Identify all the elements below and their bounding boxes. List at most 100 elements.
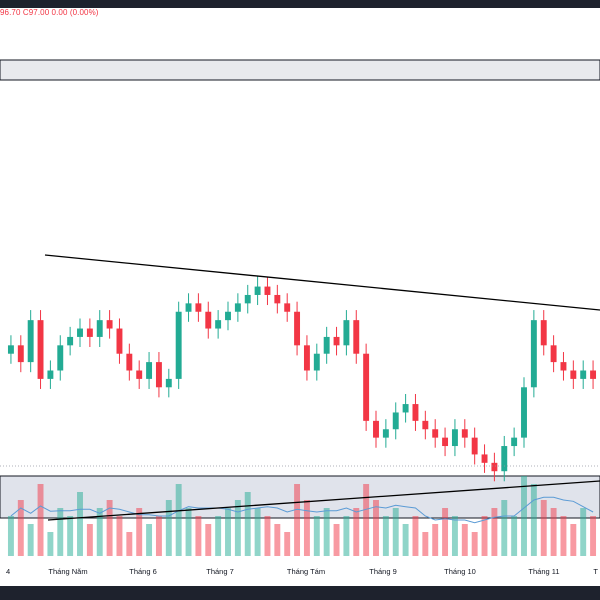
volume-bar [432, 524, 439, 556]
volume-bar [47, 532, 54, 556]
candle-body[interactable] [461, 429, 468, 438]
candle-body[interactable] [294, 311, 301, 346]
candle-body[interactable] [471, 437, 478, 455]
candle-body[interactable] [590, 370, 597, 379]
volume-bar [323, 508, 330, 556]
descending-trendline[interactable] [44, 254, 600, 311]
candle-body[interactable] [17, 345, 24, 363]
candle-body[interactable] [363, 353, 370, 421]
candle-body[interactable] [481, 454, 488, 463]
volume-bar [116, 516, 123, 556]
candle-body[interactable] [86, 328, 93, 337]
candle-body[interactable] [185, 303, 192, 312]
volume-bar [27, 524, 34, 556]
candle-body[interactable] [442, 437, 449, 447]
candle-body[interactable] [521, 387, 527, 438]
volume-bar [590, 516, 597, 556]
candle-body[interactable] [422, 420, 429, 430]
volume-bar [234, 500, 241, 556]
candle-body[interactable] [560, 362, 567, 371]
candle-body[interactable] [580, 370, 587, 379]
candle-body[interactable] [333, 336, 340, 346]
candle-body[interactable] [353, 320, 360, 354]
candle-body[interactable] [225, 311, 231, 321]
candle-body[interactable] [432, 429, 439, 438]
candle-body[interactable] [550, 345, 557, 363]
candle-body[interactable] [7, 345, 14, 354]
ascending-trendline[interactable] [47, 480, 600, 521]
volume-bar [471, 532, 478, 556]
ohlc-readout: 96.70 C97.00 0.00 (0.00%) [0, 8, 99, 17]
candle-body[interactable] [165, 378, 172, 388]
candle-body[interactable] [155, 362, 162, 388]
candle-body[interactable] [96, 320, 103, 337]
volume-bar [303, 500, 310, 556]
candle-body[interactable] [215, 320, 222, 329]
volume-bar [175, 484, 182, 556]
volume-bar [106, 500, 113, 556]
volume-bar [274, 524, 281, 556]
candle-body[interactable] [57, 345, 64, 371]
volume-bar [570, 524, 577, 556]
candle-body[interactable] [540, 320, 547, 346]
x-tick-label: Tháng Tám [287, 567, 325, 576]
volume-bar [205, 524, 212, 556]
volume-bar [491, 508, 498, 556]
candle-body[interactable] [530, 320, 537, 388]
candle-body[interactable] [106, 320, 113, 329]
candle-body[interactable] [195, 303, 202, 312]
top-bar [0, 0, 600, 8]
candle-body[interactable] [284, 303, 291, 312]
volume-bar [215, 516, 222, 556]
volume-bar [86, 524, 93, 556]
volume-bar [294, 484, 301, 556]
candle-body[interactable] [570, 370, 577, 379]
volume-bar [195, 516, 202, 556]
candle-body[interactable] [234, 303, 241, 312]
candle-body[interactable] [382, 429, 389, 438]
candle-body[interactable] [116, 328, 123, 354]
candle-body[interactable] [373, 420, 379, 438]
candle-body[interactable] [146, 362, 153, 379]
candle-body[interactable] [244, 294, 251, 304]
candle-body[interactable] [136, 370, 143, 379]
candle-body[interactable] [501, 446, 508, 472]
volume-bar [254, 508, 261, 556]
volume-bar [442, 508, 449, 556]
candle-body[interactable] [126, 353, 133, 371]
candle-body[interactable] [47, 370, 54, 379]
candle-body[interactable] [511, 437, 518, 447]
candle-body[interactable] [67, 336, 74, 346]
chart-pane[interactable]: 4 Tháng Năm Tháng 6 Tháng 7 Tháng Tám Tháng 9… [0, 8, 600, 586]
volume-bar [363, 484, 370, 556]
volume-bar [511, 516, 518, 556]
candle-body[interactable] [412, 404, 419, 421]
volume-bar [136, 508, 143, 556]
candle-body[interactable] [27, 320, 34, 363]
volume-bar [461, 524, 468, 556]
candle-body[interactable] [313, 353, 320, 371]
volume-bar [412, 516, 419, 556]
candle-body[interactable] [205, 311, 212, 329]
candle-body[interactable] [323, 336, 330, 354]
candle-body[interactable] [274, 294, 281, 304]
candle-body[interactable] [303, 345, 310, 371]
x-tick-label: Tháng 6 [129, 567, 157, 576]
candle-body[interactable] [491, 462, 498, 472]
chart-canvas[interactable]: 4 Tháng Năm Tháng 6 Tháng 7 Tháng Tám Tháng 9… [0, 8, 600, 586]
candle-body[interactable] [392, 412, 399, 430]
candle-body[interactable] [77, 328, 83, 337]
resistance-zone [0, 59, 600, 81]
volume-bar [451, 516, 458, 556]
candle-body[interactable] [264, 286, 271, 295]
candle-body[interactable] [451, 429, 458, 447]
bottom-bar [0, 586, 600, 600]
volume-bar [422, 532, 429, 556]
volume-bar [481, 516, 488, 556]
candle-body[interactable] [175, 311, 182, 379]
candle-body[interactable] [254, 286, 261, 295]
candle-body[interactable] [37, 320, 44, 379]
candle-body[interactable] [343, 320, 350, 346]
candle-body[interactable] [402, 404, 409, 413]
volume-ma-line [10, 496, 594, 524]
